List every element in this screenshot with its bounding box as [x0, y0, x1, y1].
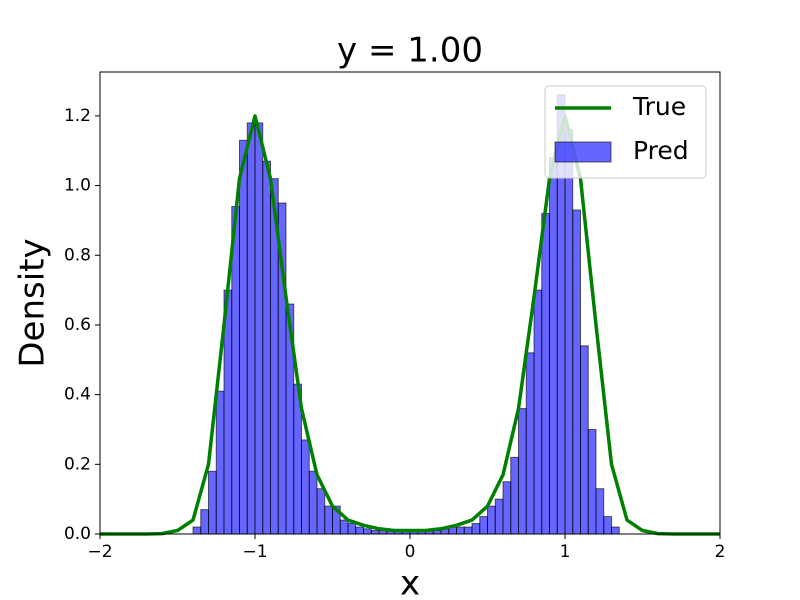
histogram-bar	[533, 289, 543, 535]
histogram-bar	[502, 481, 512, 535]
y-tick-label: 1.2	[64, 106, 91, 126]
y-tick-label: 0.8	[64, 245, 91, 265]
legend-patch-swatch	[554, 141, 612, 163]
histogram-bar	[324, 505, 333, 535]
x-tick-label: 2	[715, 542, 726, 562]
histogram-bar	[192, 526, 202, 535]
histogram-bar	[564, 129, 574, 535]
histogram-bar	[525, 352, 535, 535]
histogram-bar	[595, 488, 605, 535]
histogram-bar	[456, 526, 465, 535]
histogram-bar	[239, 139, 248, 535]
histogram-bar	[355, 526, 364, 535]
histogram-bar	[347, 523, 357, 535]
histogram-bar	[494, 498, 504, 535]
histogram-bar	[603, 516, 612, 535]
histogram-bar	[215, 390, 225, 535]
y-tick-label: 0.2	[64, 454, 91, 474]
y-tick-label: 0.0	[64, 524, 91, 544]
histogram-bar	[370, 530, 380, 535]
histogram-bar	[572, 209, 581, 535]
chart-title: y = 1.00	[337, 31, 483, 71]
x-tick-label: 1	[560, 542, 571, 562]
histogram-bar	[471, 523, 481, 535]
legend-label: True	[632, 92, 686, 121]
histogram-bar	[262, 160, 271, 535]
x-tick-label: −2	[87, 542, 112, 562]
histogram-bar	[580, 345, 589, 535]
histogram-bar	[339, 519, 349, 535]
histogram-bar	[549, 157, 558, 535]
histogram-bar	[487, 505, 496, 535]
histogram-bar	[246, 122, 256, 535]
y-tick-label: 1.0	[64, 176, 91, 196]
histogram-bar	[200, 509, 209, 535]
line-series	[100, 114, 720, 536]
x-tick-label: −1	[242, 542, 267, 562]
histogram-bar	[510, 456, 519, 535]
y-tick-label: 0.4	[64, 385, 91, 405]
histogram-bar	[301, 439, 310, 535]
histogram-bar	[208, 470, 217, 535]
legend-label: Pred	[633, 136, 689, 165]
x-axis-label: x	[400, 564, 420, 600]
histogram-bar	[611, 526, 620, 535]
histogram-bar	[316, 488, 326, 535]
histogram-bar	[254, 122, 264, 535]
histogram-bar	[518, 408, 527, 535]
histogram-bar	[541, 212, 550, 535]
y-axis-label: Density	[13, 238, 53, 367]
histogram-bar	[479, 516, 488, 535]
histogram-bar	[363, 528, 372, 535]
histogram-bar	[463, 526, 473, 535]
y-tick-label: 0.6	[64, 315, 91, 335]
x-tick-label: 0	[405, 542, 416, 562]
histogram-bar	[308, 470, 318, 535]
histogram-bar	[587, 428, 597, 535]
